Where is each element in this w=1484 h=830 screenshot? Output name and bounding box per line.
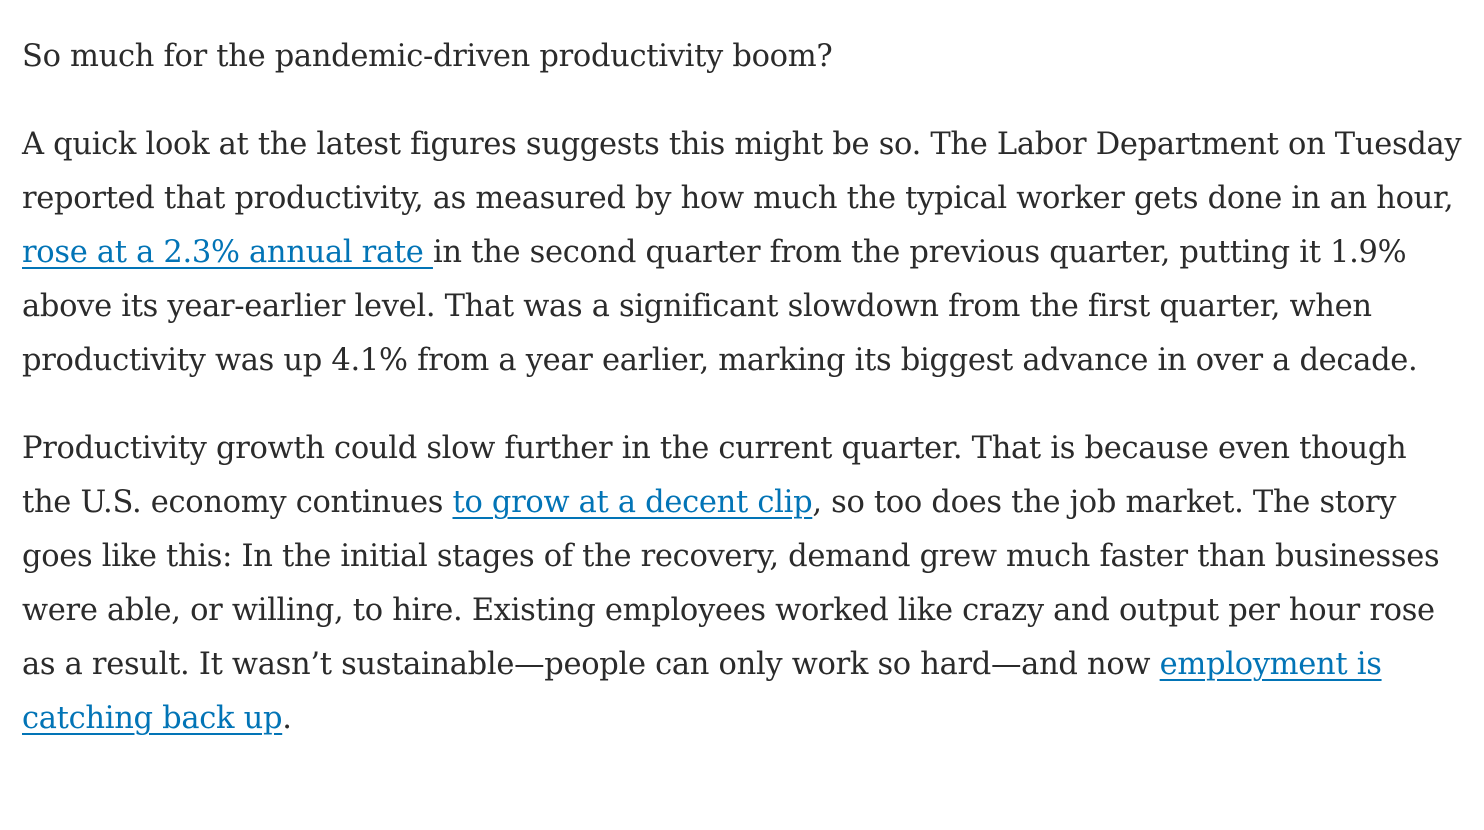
paragraph-1: So much for the pandemic-driven producti… <box>22 30 1462 84</box>
link-employment-catching-up[interactable]: employment is catching back up <box>22 647 1382 736</box>
paragraph-3-text-end: . <box>282 701 292 736</box>
paragraph-1-text: So much for the pandemic-driven producti… <box>22 39 833 74</box>
paragraph-2: A quick look at the latest figures sugge… <box>22 118 1462 388</box>
article-body: So much for the pandemic-driven producti… <box>22 30 1462 780</box>
paragraph-2-text-after-link: in the second quarter from the previous … <box>22 235 1418 378</box>
paragraph-3: Productivity growth could slow further i… <box>22 422 1462 746</box>
paragraph-2-text-before-link: A quick look at the latest figures sugge… <box>22 127 1462 216</box>
link-annual-rate[interactable]: rose at a 2.3% annual rate <box>22 235 433 270</box>
paragraph-3-text-before-link: Productivity growth could slow further i… <box>22 431 1407 520</box>
link-decent-clip[interactable]: to grow at a decent clip <box>452 485 813 520</box>
paragraph-3-text-between-links: , so too does the job market. The story … <box>22 485 1440 682</box>
